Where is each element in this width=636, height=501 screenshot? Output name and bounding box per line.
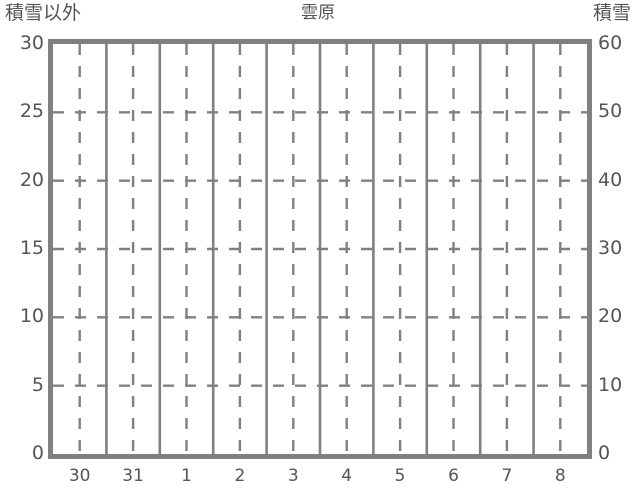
plot-inner [53, 44, 587, 454]
right-axis-tick-label: 30 [598, 237, 623, 259]
left-axis-tick-label: 15 [19, 237, 44, 259]
left-axis-unit-label: 積雪以外 [5, 2, 82, 24]
bottom-axis-tick-label: 5 [394, 466, 406, 486]
right-axis-unit-label: 積雪 [592, 2, 631, 24]
bottom-axis-tick-label: 30 [68, 466, 91, 486]
bottom-axis-tick-label: 6 [448, 466, 459, 486]
bottom-axis-tick-label: 1 [181, 466, 192, 486]
left-axis-tick-label: 10 [19, 305, 44, 328]
right-axis-tick-label: 50 [598, 100, 623, 123]
bottom-axis-tick-label: 2 [234, 466, 246, 486]
left-axis-tick-label: 20 [19, 168, 44, 191]
plot-area [48, 39, 592, 459]
gridlines [53, 44, 587, 454]
right-axis-tick-label: 0 [598, 442, 611, 464]
chart-title: 雲原 [301, 3, 335, 23]
left-axis-tick-label: 0 [31, 442, 44, 464]
right-axis-tick-label: 60 [598, 32, 623, 54]
bottom-axis-tick-label: 8 [554, 466, 566, 486]
bottom-axis-tick-label: 7 [501, 466, 513, 486]
right-axis-tick-label: 20 [598, 305, 623, 328]
vertical-major-gridlines [105, 44, 535, 454]
bottom-axis-tick-label: 3 [287, 466, 299, 486]
right-axis-tick-label: 10 [598, 373, 623, 396]
left-axis-tick-label: 25 [19, 100, 44, 123]
left-axis-tick-label: 5 [31, 373, 44, 396]
bottom-axis-tick-label: 4 [341, 466, 353, 486]
left-axis-tick-label: 30 [19, 32, 44, 54]
bottom-axis-tick-label: 31 [122, 466, 144, 486]
right-axis-tick-label: 40 [598, 168, 623, 191]
